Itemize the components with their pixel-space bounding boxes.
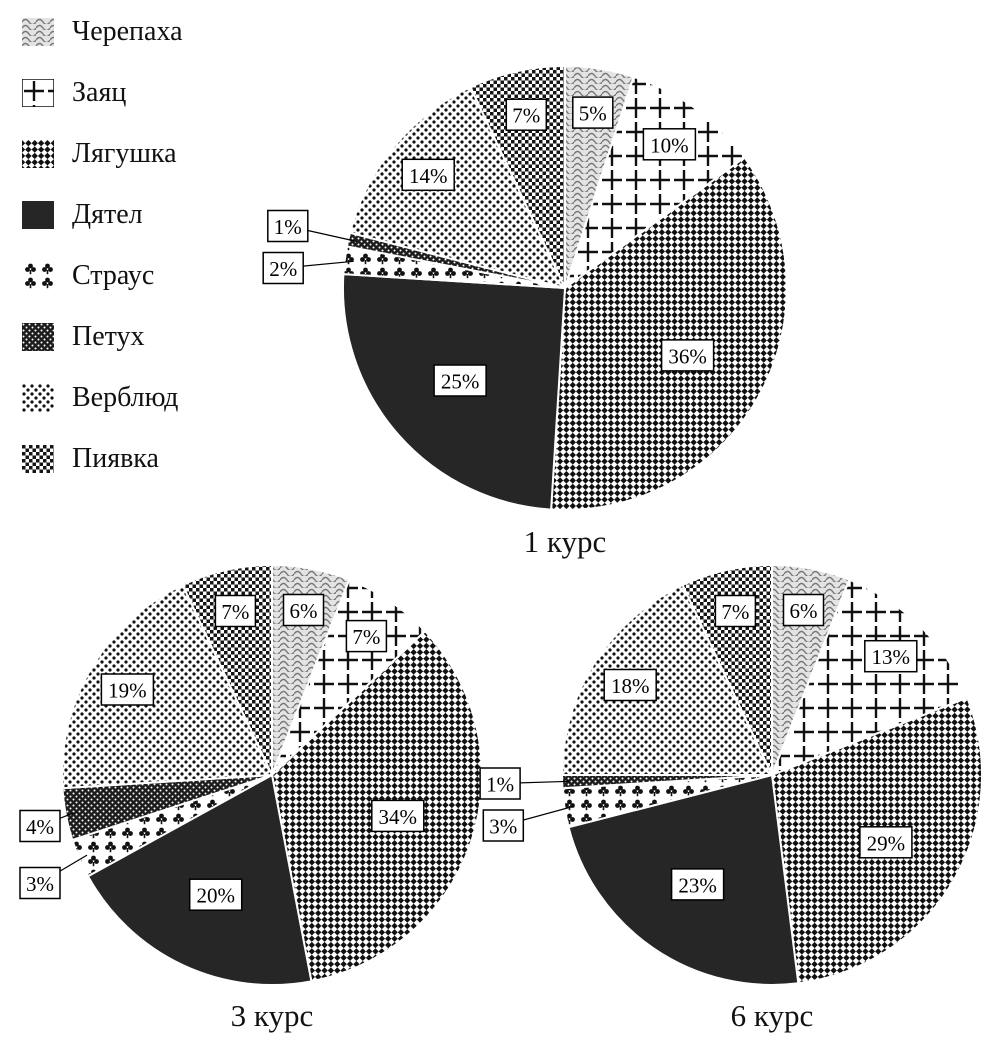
plus-grid-pattern-icon	[22, 78, 54, 107]
percent-label: 34%	[379, 805, 418, 829]
percent-label: 4%	[26, 815, 54, 839]
percent-label-box	[267, 209, 309, 243]
percent-label: 23%	[678, 873, 717, 897]
percent-label-box	[100, 673, 155, 706]
percent-label-box	[282, 593, 325, 627]
percent-label-box	[642, 128, 697, 161]
percent-label: 6%	[290, 599, 318, 623]
percent-label-box	[345, 619, 388, 653]
percent-label-box	[505, 98, 548, 131]
legend-label: Лягушка	[72, 138, 177, 169]
percent-label-box	[433, 364, 487, 397]
legend-item-petuh: Петух	[22, 321, 183, 352]
percent-label: 6%	[790, 599, 818, 623]
percent-label: 7%	[221, 600, 249, 624]
pie-slice	[348, 85, 567, 290]
pie-slice	[60, 583, 274, 790]
diagonal-check-pattern-icon	[22, 139, 54, 168]
percent-label-box	[864, 639, 918, 673]
percent-label-box	[859, 826, 913, 859]
legend-label: Петух	[72, 321, 145, 352]
legend: Черепаха Заяц Лягушка Дятел Страус Петух…	[22, 16, 183, 504]
percent-label: 3%	[489, 815, 517, 839]
legend-swatch	[22, 139, 54, 168]
pie-chart-kurs-6: 6% 13% 29% 23% 18% 7% 1% 3%	[479, 563, 983, 986]
percent-label: 36%	[668, 344, 707, 368]
percent-label-box	[188, 878, 243, 911]
checkerboard-pattern-icon	[22, 444, 54, 473]
percent-label: 1%	[274, 215, 302, 239]
pie-slice	[563, 75, 746, 291]
pie-slice	[560, 583, 774, 776]
percent-label: 2%	[269, 257, 297, 281]
percent-label: 19%	[108, 679, 147, 703]
percent-label-box	[482, 809, 525, 842]
legend-item-zayac: Заяц	[22, 77, 183, 108]
percent-label-box	[262, 251, 304, 285]
legend-item-piyavka: Пиявка	[22, 443, 183, 474]
legend-swatch	[22, 444, 54, 473]
legend-label: Пиявка	[72, 443, 159, 474]
legend-label: Верблюд	[72, 382, 179, 413]
percent-label: 7%	[512, 104, 540, 128]
legend-label: Заяц	[72, 77, 127, 108]
legend-swatch	[22, 383, 54, 412]
legend-item-lyagushka: Лягушка	[22, 138, 183, 169]
clubs-pattern-icon	[22, 261, 54, 290]
pie-chart-kurs-3: 6% 7% 34% 20% 19% 7% 4% 3%	[19, 563, 484, 986]
percent-label-box	[660, 339, 715, 372]
waves-pattern-icon	[22, 17, 54, 46]
percent-label-box	[782, 593, 825, 627]
percent-label: 7%	[721, 600, 749, 624]
legend-item-straus: Страус	[22, 260, 183, 291]
percent-label: 29%	[867, 831, 906, 855]
percent-label-box	[603, 668, 657, 702]
legend-swatch	[22, 78, 54, 107]
pie-slice	[550, 156, 788, 512]
percent-label: 10%	[650, 133, 689, 157]
legend-item-dyatel: Дятел	[22, 199, 183, 230]
percent-label-box	[670, 868, 725, 901]
chart-title-kurs-6: 6 курс	[730, 998, 814, 1033]
percent-label: 25%	[441, 370, 480, 394]
percent-label-box	[214, 594, 257, 628]
legend-item-cherepaha: Черепаха	[22, 16, 183, 47]
pie-chart-kurs-1: 5% 10% 36% 25% 14% 7% 1% 2%	[262, 64, 788, 512]
percent-label: 5%	[579, 102, 607, 126]
percent-label-box	[572, 96, 614, 129]
pie-slice	[770, 578, 969, 777]
legend-swatch	[22, 261, 54, 290]
chart-title-kurs-3: 3 курс	[230, 998, 314, 1033]
percent-label: 7%	[352, 625, 380, 649]
legend-label: Страус	[72, 260, 155, 291]
percent-label-box	[714, 594, 757, 628]
percent-label-box	[371, 799, 425, 833]
legend-swatch	[22, 200, 54, 229]
chart-title-kurs-1: 1 курс	[523, 524, 607, 559]
legend-label: Дятел	[72, 199, 143, 230]
percent-label: 20%	[196, 884, 235, 908]
percent-label-box	[19, 866, 61, 900]
legend-label: Черепаха	[72, 16, 183, 47]
legend-item-verblyud: Верблюд	[22, 382, 183, 413]
legend-swatch	[22, 322, 54, 351]
polka-dots-pattern-icon	[22, 383, 54, 412]
percent-label: 3%	[26, 872, 54, 896]
dark-dots-pattern-icon	[22, 322, 54, 351]
percent-label-box	[479, 767, 521, 800]
percent-label: 13%	[872, 645, 911, 669]
percent-label: 1%	[486, 773, 514, 797]
percent-label-box	[401, 158, 455, 192]
percent-label: 18%	[611, 674, 650, 698]
legend-swatch	[22, 17, 54, 46]
percent-label: 14%	[409, 164, 448, 188]
solid-pattern-icon	[22, 200, 54, 229]
percent-label-box	[19, 809, 61, 843]
